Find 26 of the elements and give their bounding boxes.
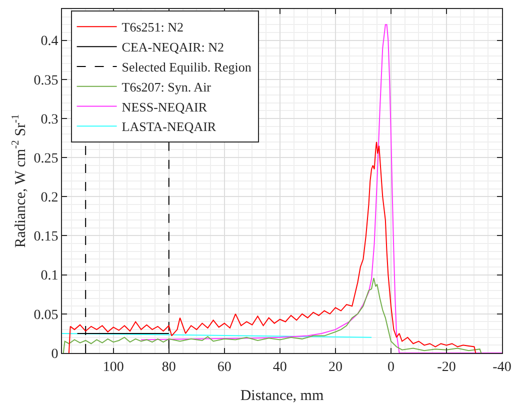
y-tick-label: 0.15 bbox=[34, 230, 58, 245]
legend-label: Selected Equilib. Region bbox=[122, 60, 252, 75]
y-tick-label: 0.2 bbox=[40, 190, 58, 206]
legend-label: T6s207: Syn. Air bbox=[122, 79, 212, 94]
y-tick-label: 0.35 bbox=[34, 73, 58, 88]
y-tick-label: 0.4 bbox=[40, 34, 58, 50]
legend-label: T6s251: N2 bbox=[122, 20, 184, 35]
x-tick-label: -20 bbox=[437, 360, 456, 375]
y-tick-label: 0 bbox=[51, 346, 58, 362]
x-tick-label: 40 bbox=[272, 360, 287, 375]
y-tick-label: 0.1 bbox=[40, 268, 58, 284]
legend-label: CEA-NEQAIR: N2 bbox=[122, 40, 224, 55]
line-series bbox=[68, 141, 476, 353]
x-tick-label: 20 bbox=[328, 360, 342, 375]
y-tick-label: 0.3 bbox=[40, 112, 58, 128]
x-tick-label: 80 bbox=[162, 360, 176, 375]
x-tick-label: 0 bbox=[387, 360, 394, 375]
y-tick-label: 0.05 bbox=[34, 308, 58, 323]
legend-label: LASTA-NEQAIR bbox=[122, 119, 216, 134]
x-tick-label: 60 bbox=[217, 360, 232, 375]
x-tick-label: 100 bbox=[102, 360, 124, 375]
x-axis-title: Distance, mm bbox=[240, 388, 324, 404]
legend-label: NESS-NEQAIR bbox=[122, 99, 208, 114]
y-tick-label: 0.25 bbox=[34, 151, 58, 166]
x-tick-label: -40 bbox=[492, 360, 512, 375]
line-series bbox=[62, 277, 482, 353]
